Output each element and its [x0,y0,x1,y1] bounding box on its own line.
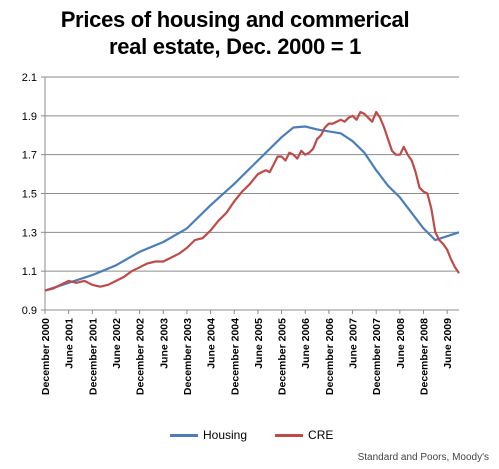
x-tick-label: December 2004 [229,318,241,395]
x-tick-label: December 2002 [135,318,147,395]
x-tick-label: December 2005 [277,318,289,395]
x-tick-label: June 2004 [206,318,218,369]
x-tick-label: December 2003 [182,318,194,395]
x-tick-label: December 2000 [40,318,52,395]
x-axis-ticks: December 2000 June 2001 December 2001 June … [40,310,454,395]
x-tick-label: June 2006 [300,318,312,369]
legend-label-housing: Housing [203,428,248,442]
chart-title-line-2: real estate, Dec. 2000 = 1 [108,34,362,59]
gridlines [45,76,459,272]
x-tick-label: June 2002 [111,318,123,369]
chart-title: Prices of housing and commerical real es… [0,6,470,60]
source-note: Standard and Poors, Moody's [357,452,489,463]
series-lines [44,110,460,292]
series-line-cre [44,110,460,292]
series-line-housing [44,125,460,292]
x-tick-label: December 2006 [324,318,336,395]
y-tick-label: 1.3 [22,227,37,239]
y-tick-label: 1.9 [22,111,37,123]
legend-swatch-housing [170,433,198,437]
y-tick-label: 1.7 [22,150,37,162]
legend-item-housing: Housing [170,428,247,442]
chart-title-line-1: Prices of housing and commerical [60,7,410,32]
legend-item-cre: CRE [275,428,333,442]
legend: Housing CRE [170,428,355,442]
legend-swatch-cre [275,433,304,437]
y-tick-label: 1.1 [22,266,37,278]
y-axis-ticks: 0.9 1.1 1.3 1.5 1.7 1.9 2.1 [22,72,45,317]
y-tick-label: 0.9 [22,305,37,317]
x-tick-label: December 2007 [371,318,383,395]
x-tick-label: June 2005 [253,318,265,369]
x-tick-label: June 2008 [395,318,407,369]
x-tick-label: December 2001 [87,318,99,395]
x-tick-label: June 2003 [158,318,170,369]
x-tick-label: June 2001 [64,318,76,369]
x-tick-label: June 2009 [442,318,454,369]
y-tick-label: 2.1 [22,72,37,84]
y-tick-label: 1.5 [22,189,37,201]
legend-label-cre: CRE [308,428,334,442]
x-tick-label: June 2007 [348,318,360,369]
x-tick-label: December 2008 [419,318,431,395]
